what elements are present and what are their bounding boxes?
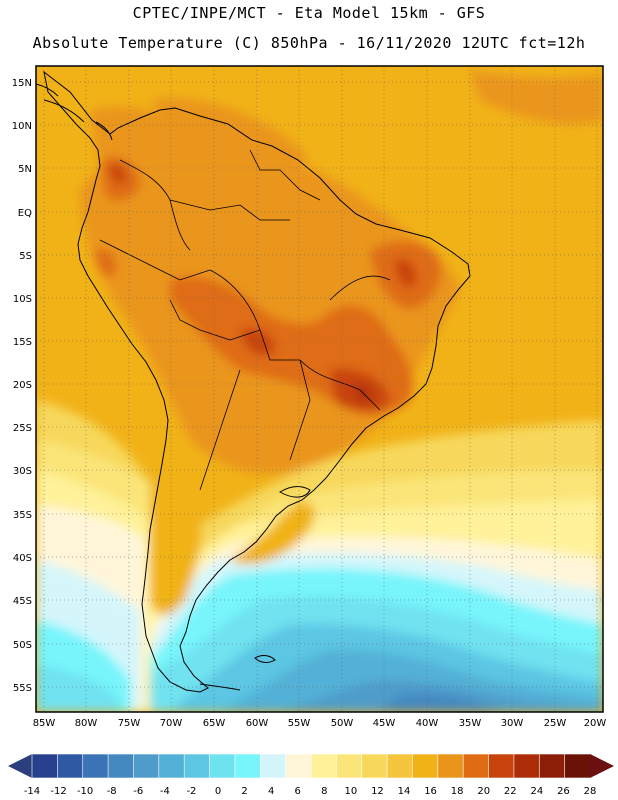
lat-label: 50S xyxy=(13,640,32,651)
legend-tick-label: -8 xyxy=(107,786,117,797)
legend-tick-label: 22 xyxy=(504,786,517,797)
lon-label: 55W xyxy=(288,718,311,729)
legend-tick-label: 20 xyxy=(477,786,490,797)
lon-label: 25W xyxy=(544,718,567,729)
lon-label: 30W xyxy=(501,718,524,729)
map-title-line2: Absolute Temperature (C) 850hPa - 16/11/… xyxy=(32,34,586,52)
legend-swatch xyxy=(158,753,185,779)
legend-swatch xyxy=(513,753,541,779)
lon-label: 35W xyxy=(459,718,482,729)
legend-swatch xyxy=(336,753,363,779)
temperature-field xyxy=(36,66,603,712)
legend-tick-label: 8 xyxy=(321,786,327,797)
legend-tick-label: 16 xyxy=(424,786,437,797)
lat-label: 35S xyxy=(13,510,32,521)
legend-low-arrow xyxy=(8,754,32,778)
legend-tick-label: 14 xyxy=(398,786,411,797)
legend-swatch xyxy=(285,753,312,779)
legend-swatch xyxy=(564,753,591,779)
legend-swatch xyxy=(437,753,464,779)
lon-label: 60W xyxy=(246,718,269,729)
legend-tick-label: 10 xyxy=(344,786,357,797)
legend-swatch xyxy=(310,753,338,779)
legend-swatch xyxy=(82,753,109,779)
legend-swatch xyxy=(488,753,515,779)
lat-label: 5N xyxy=(18,164,32,175)
longitude-labels: 85W 80W 75W 70W 65W 60W 55W 50W 45W 40W … xyxy=(33,718,607,729)
legend-tick-label: 6 xyxy=(295,786,301,797)
lon-label: 40W xyxy=(416,718,439,729)
lat-label: 10N xyxy=(12,121,32,132)
coastline xyxy=(35,70,471,693)
lon-label: 80W xyxy=(75,718,98,729)
latitude-labels: 15N 10N 5N EQ 5S 10S 15S 20S 25S 30S 35S… xyxy=(12,78,32,694)
lat-label: 30S xyxy=(13,466,32,477)
legend-swatch xyxy=(31,753,59,779)
legend-swatch xyxy=(538,753,566,779)
lat-label: EQ xyxy=(18,208,32,219)
legend-tick-label: -6 xyxy=(133,786,143,797)
legend-swatch xyxy=(462,753,490,779)
lon-label: 45W xyxy=(373,718,396,729)
lat-label: 20S xyxy=(13,380,32,391)
legend-tick-label: 24 xyxy=(530,786,543,797)
legend-tick-label: -14 xyxy=(24,786,40,797)
lon-label: 20W xyxy=(584,718,607,729)
country-borders xyxy=(99,149,391,491)
legend-swatch xyxy=(361,753,388,779)
lat-label: 25S xyxy=(13,423,32,434)
lat-label: 10S xyxy=(13,294,32,305)
legend-tick-label: -2 xyxy=(186,786,196,797)
legend-tick-label: 28 xyxy=(584,786,597,797)
legend-high-arrow xyxy=(590,754,614,778)
legend-swatches xyxy=(31,753,591,779)
map-frame xyxy=(35,65,604,713)
legend-tick-label: -4 xyxy=(160,786,170,797)
lat-label: 5S xyxy=(19,251,32,262)
lon-label: 70W xyxy=(160,718,183,729)
lon-label: 75W xyxy=(118,718,141,729)
legend-tick-label: 4 xyxy=(268,786,274,797)
lon-label: 65W xyxy=(203,718,226,729)
legend-swatch xyxy=(57,753,84,779)
legend-swatch xyxy=(412,753,439,779)
lat-label: 15N xyxy=(12,78,32,89)
lon-label: 85W xyxy=(33,718,56,729)
legend-swatch xyxy=(209,753,236,779)
graticule xyxy=(36,66,603,712)
legend-tick-label: -12 xyxy=(50,786,66,797)
legend-swatch xyxy=(133,753,160,779)
legend-tick-label: -10 xyxy=(77,786,93,797)
legend-tick-label: 0 xyxy=(215,786,221,797)
legend-swatch xyxy=(234,753,262,779)
color-legend: -14 -12 -10 -8 -6 -4 -2 0 2 4 6 8 10 12 14 16 18 20 22 24 26… xyxy=(8,753,614,797)
legend-tick-label: 12 xyxy=(371,786,384,797)
legend-swatch xyxy=(107,753,135,779)
legend-swatch xyxy=(259,753,287,779)
legend-tick-label: 26 xyxy=(557,786,570,797)
lon-label: 50W xyxy=(331,718,354,729)
legend-swatch xyxy=(183,753,211,779)
lat-label: 40S xyxy=(13,553,32,564)
lat-label: 15S xyxy=(13,337,32,348)
legend-tick-label: 18 xyxy=(451,786,464,797)
map-title-line1: CPTEC/INPE/MCT - Eta Model 15km - GFS xyxy=(132,4,486,22)
legend-swatch xyxy=(386,753,414,779)
lat-label: 55S xyxy=(13,683,32,694)
legend-tick-labels: -14 -12 -10 -8 -6 -4 -2 0 2 4 6 8 10 12 14 16 18 20 22 24 26… xyxy=(24,786,597,797)
legend-tick-label: 2 xyxy=(241,786,247,797)
lat-label: 45S xyxy=(13,596,32,607)
